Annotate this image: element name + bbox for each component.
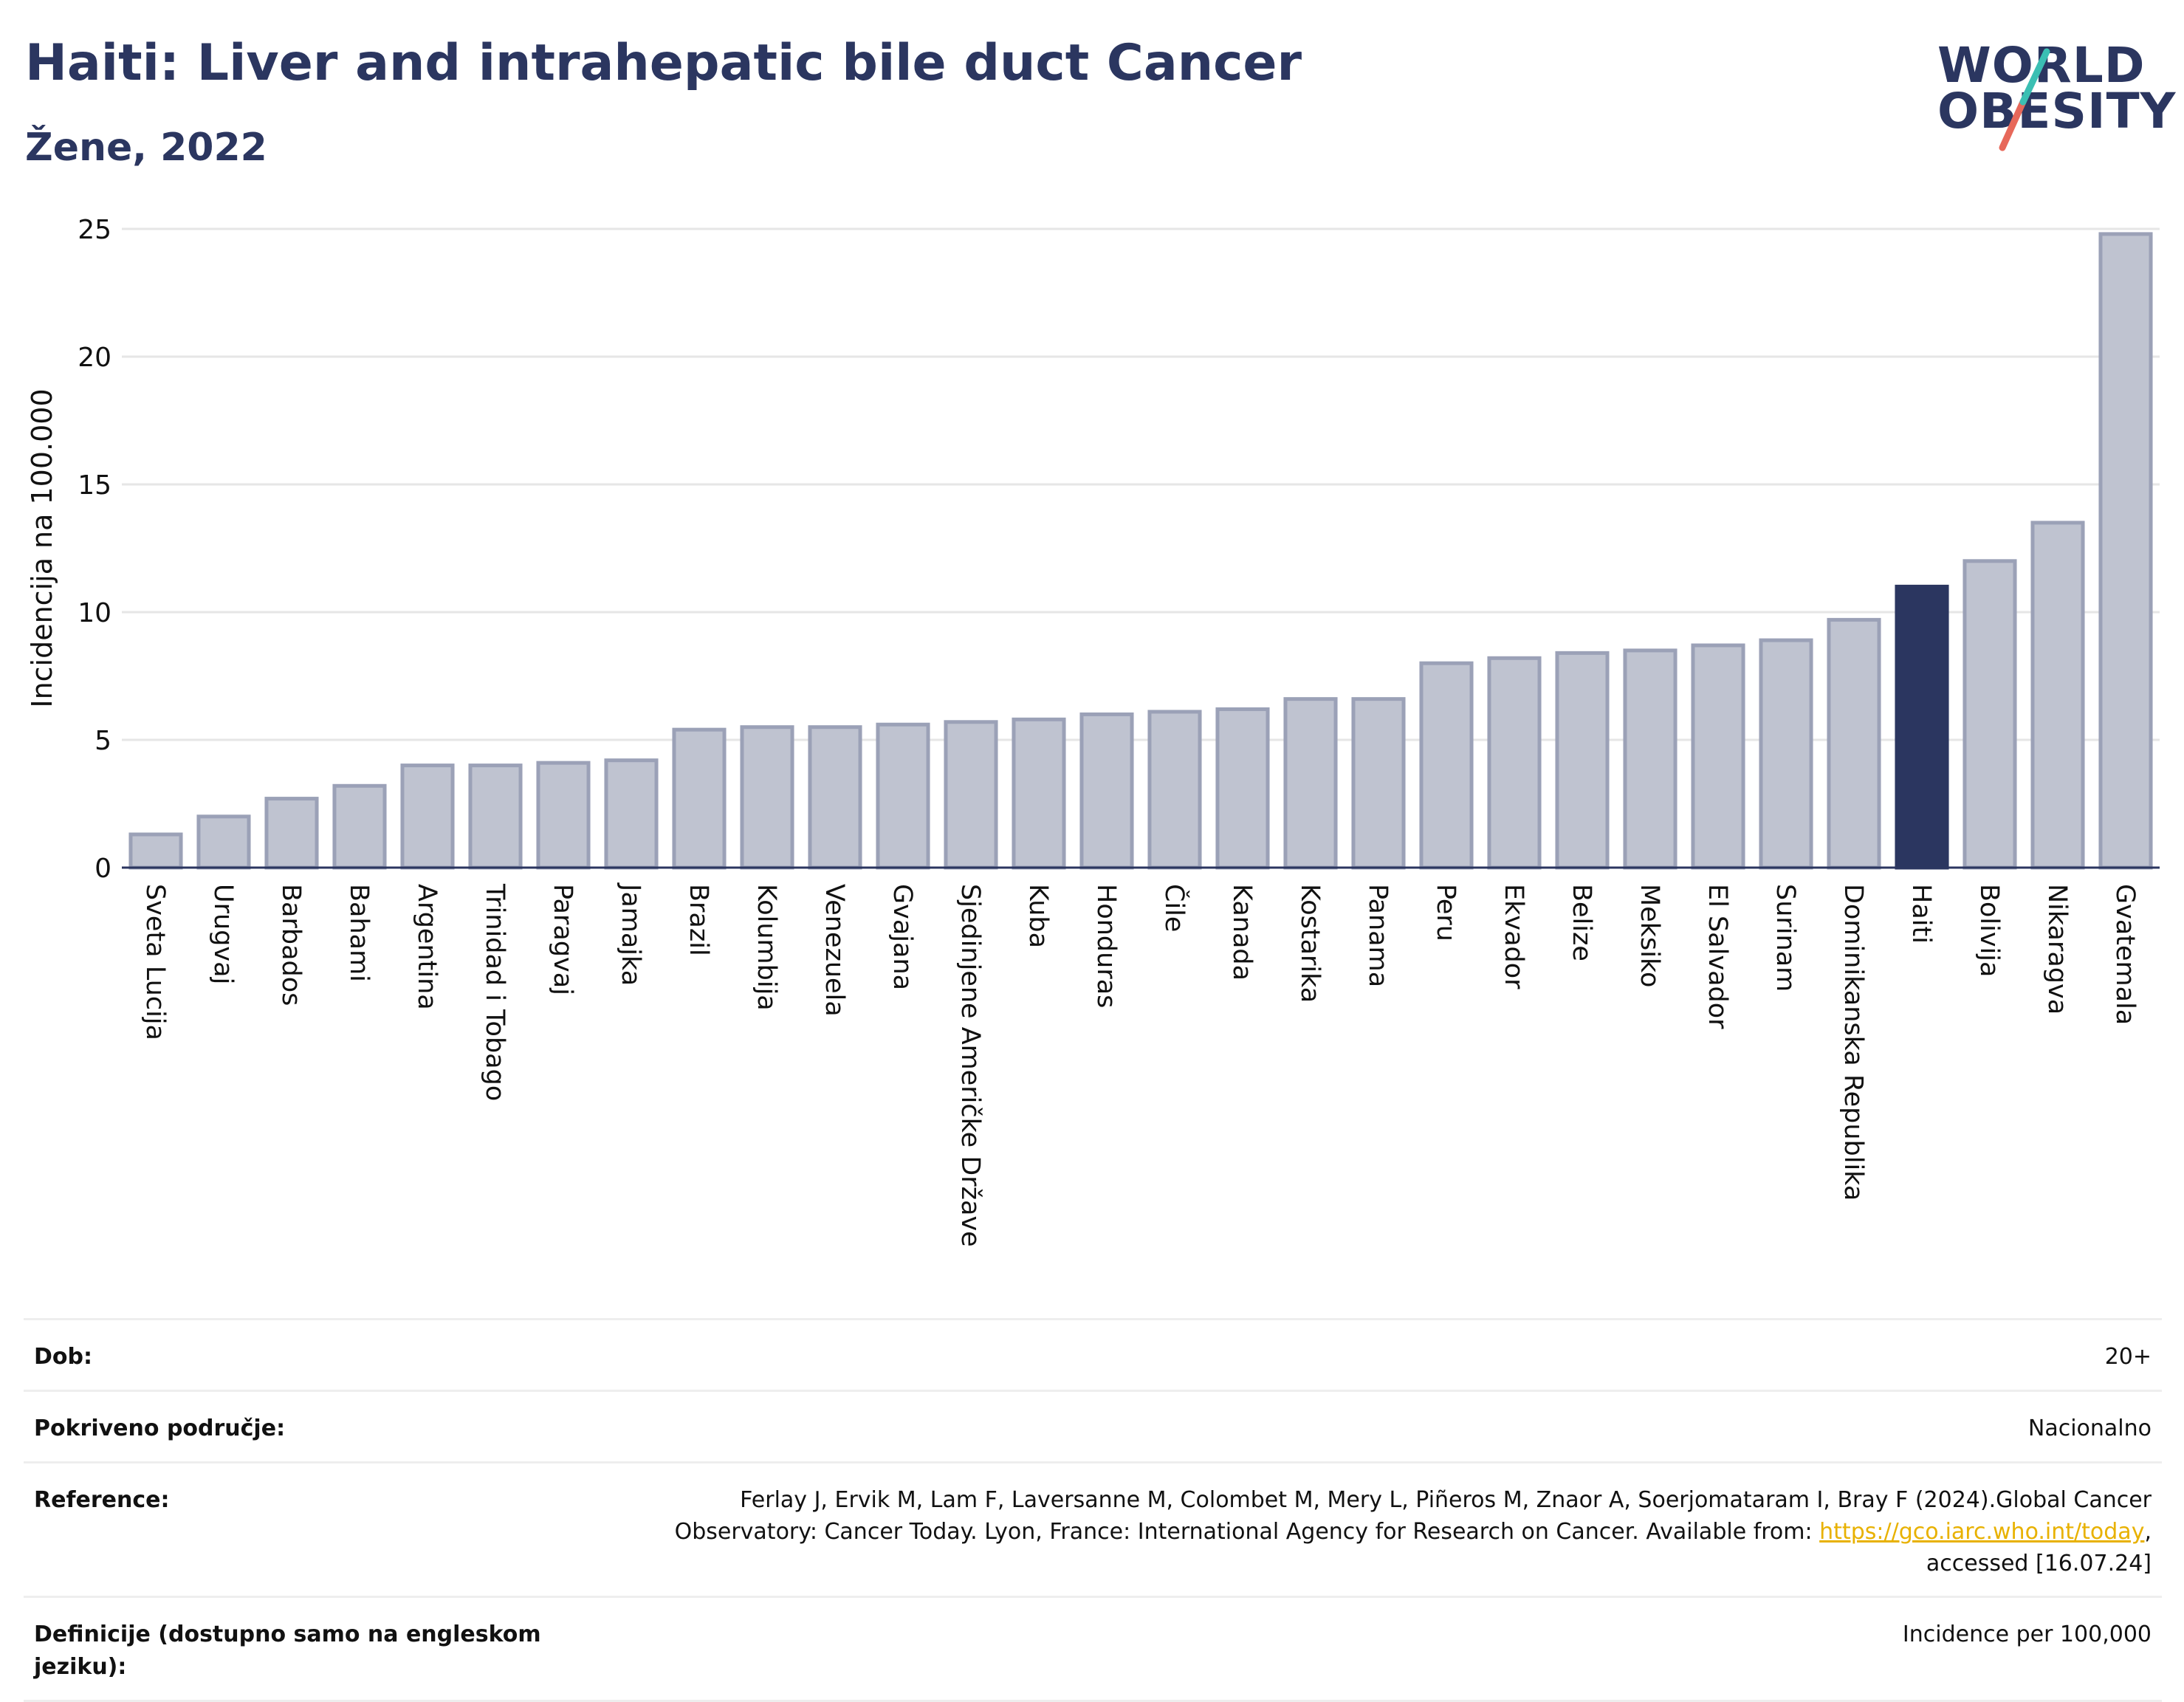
bar[interactable]: [196, 814, 251, 870]
x-tick-label: Trinidad i Tobago: [480, 883, 509, 1101]
x-tick-label: Čile: [1159, 884, 1190, 932]
bar[interactable]: [1623, 648, 1678, 870]
x-tick-label: Kuba: [1023, 884, 1053, 948]
x-tick-label: Gvajana: [887, 884, 917, 990]
x-tick-label: Panama: [1363, 884, 1393, 987]
reference-line-3: accessed [16.07.24]: [1926, 1551, 2152, 1576]
x-tick-label: Gvatemala: [2110, 884, 2140, 1025]
bar[interactable]: [1555, 651, 1610, 870]
grid-lines: [122, 227, 2160, 741]
y-tick-labels: 0 5 10 15 20 25: [78, 215, 111, 884]
x-tick-label: El Salvador: [1703, 884, 1732, 1029]
bar[interactable]: [1079, 712, 1134, 870]
meta-row-age: Dob: 20+: [24, 1318, 2162, 1390]
x-tick-label: Jamajka: [616, 882, 645, 986]
x-tick-label: Venezuela: [820, 884, 849, 1017]
chart-title: Haiti: Liver and intrahepatic bile duct …: [25, 34, 1302, 92]
y-tick-label: 0: [95, 854, 111, 884]
x-tick-label: Ekvador: [1499, 884, 1528, 989]
reference-line-1: Ferlay J, Ervik M, Lam F, Laversanne M, …: [740, 1487, 2152, 1513]
x-tick-label: Dominikanska Republika: [1838, 884, 1868, 1201]
x-tick-label: Bolivija: [1974, 884, 2004, 977]
definitions-label: Definicije (dostupno samo na engleskom j…: [34, 1622, 541, 1680]
chart-subtitle: Žene, 2022: [25, 126, 267, 170]
bar[interactable]: [128, 832, 183, 870]
x-tick-label: Kanada: [1227, 884, 1257, 981]
bar[interactable]: [1012, 717, 1066, 870]
bar[interactable]: [1147, 710, 1202, 870]
reference-label: Reference:: [34, 1487, 170, 1513]
x-tick-label: Surinam: [1771, 884, 1800, 992]
bar[interactable]: [1691, 643, 1745, 870]
x-tick-label: Kolumbija: [752, 884, 781, 1011]
x-tick-label: Barbados: [276, 884, 306, 1006]
x-tick-label: Sveta Lucija: [140, 884, 170, 1040]
y-tick-label: 5: [95, 726, 111, 756]
x-tick-label: Sjedinjene Američke Države: [955, 884, 985, 1247]
bar[interactable]: [1759, 638, 1813, 870]
reference-value: Ferlay J, Ervik M, Lam F, Laversanne M, …: [675, 1484, 2152, 1579]
bar[interactable]: [1895, 584, 1949, 870]
x-tick-label: Bahami: [344, 884, 374, 982]
x-tick-label: Nikaragva: [2042, 884, 2072, 1015]
bar[interactable]: [876, 722, 930, 870]
bar[interactable]: [1962, 559, 2017, 870]
logo-line-obesity: OBESITY: [1937, 83, 2177, 140]
bar[interactable]: [604, 758, 659, 870]
y-tick-label: 25: [78, 215, 111, 245]
bar[interactable]: [1215, 707, 1270, 870]
x-tick-label: Belize: [1567, 884, 1596, 961]
coverage-value: Nacionalno: [2027, 1416, 2152, 1441]
bar-chart: 0 5 10 15 20 25 Sveta Lucija Urugvaj Barbados Ba…: [26, 215, 2160, 1247]
y-tick-label: 15: [78, 470, 111, 501]
bar[interactable]: [740, 725, 794, 870]
bar[interactable]: [808, 725, 862, 870]
x-tick-label: Argentina: [412, 884, 442, 1010]
x-tick-label: Kostarika: [1295, 884, 1325, 1003]
bar[interactable]: [400, 764, 455, 870]
bar[interactable]: [672, 727, 727, 870]
reference-line-2: Observatory: Cancer Today. Lyon, France:…: [674, 1519, 1820, 1545]
bar[interactable]: [1283, 697, 1338, 870]
meta-row-definitions: Definicije (dostupno samo na engleskom j…: [24, 1596, 2162, 1702]
x-tick-label: Meksiko: [1635, 884, 1664, 987]
meta-row-coverage: Pokriveno područje: Nacionalno: [24, 1390, 2162, 1461]
bar[interactable]: [264, 797, 319, 870]
definitions-value: Incidence per 100,000: [1902, 1622, 2152, 1647]
reference-line-2-end: ,: [2144, 1519, 2152, 1545]
reference-link[interactable]: https://gco.iarc.who.int/today: [1819, 1519, 2145, 1545]
x-tick-labels: Sveta Lucija Urugvaj Barbados Bahami Argenti…: [140, 882, 2140, 1247]
x-tick-label: Honduras: [1091, 884, 1121, 1008]
world-obesity-logo: WORLD OBESITY: [1920, 30, 2175, 155]
x-tick-label: Paragvaj: [548, 884, 577, 995]
bar[interactable]: [468, 764, 523, 870]
x-tick-label: Haiti: [1906, 884, 1936, 944]
bar[interactable]: [1487, 656, 1542, 870]
bar[interactable]: [2030, 521, 2085, 870]
bar[interactable]: [1827, 617, 1881, 870]
bar[interactable]: [1351, 697, 1406, 870]
age-label: Dob:: [34, 1344, 92, 1370]
x-tick-label: Brazil: [684, 884, 713, 956]
bar[interactable]: [332, 783, 387, 870]
meta-row-reference: Reference: Ferlay J, Ervik M, Lam F, Lav…: [24, 1461, 2162, 1596]
coverage-label: Pokriveno područje:: [34, 1416, 286, 1441]
bar[interactable]: [1419, 661, 1474, 870]
bar[interactable]: [2098, 232, 2153, 870]
bar[interactable]: [536, 761, 591, 870]
logo-slash-icon: [1999, 48, 2050, 151]
bars: [128, 232, 2153, 870]
x-tick-label: Urugvaj: [208, 884, 238, 984]
y-axis-label: Incidencija na 100.000: [26, 388, 58, 707]
metadata-table: Dob: 20+ Pokriveno područje: Nacionalno …: [24, 1318, 2162, 1702]
bar[interactable]: [944, 720, 998, 870]
y-tick-label: 20: [78, 343, 111, 373]
age-value: 20+: [2104, 1344, 2152, 1370]
y-tick-label: 10: [78, 598, 111, 628]
x-tick-label: Peru: [1431, 884, 1460, 941]
